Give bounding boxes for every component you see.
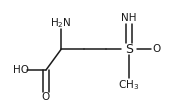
Text: CH$_3$: CH$_3$ <box>118 78 140 92</box>
Text: HO: HO <box>12 65 29 75</box>
Text: O: O <box>152 44 160 54</box>
Text: S: S <box>125 43 133 56</box>
Text: H$_2$N: H$_2$N <box>50 16 72 30</box>
Text: NH: NH <box>121 13 137 23</box>
Text: O: O <box>42 92 50 102</box>
